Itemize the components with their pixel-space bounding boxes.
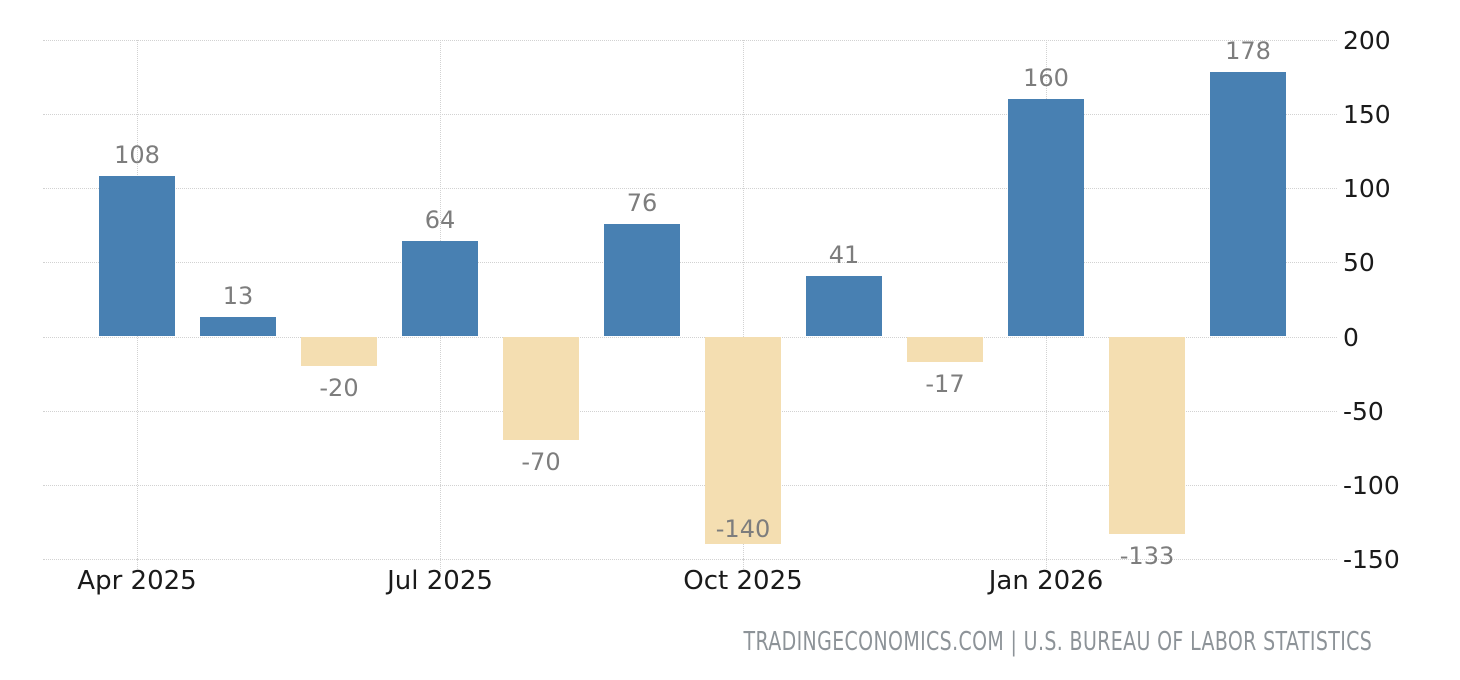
bar-column[interactable] xyxy=(200,317,276,337)
y-axis-label: -50 xyxy=(1343,396,1384,426)
bar-column[interactable] xyxy=(99,176,175,337)
gridline-horizontal xyxy=(43,262,1337,264)
y-axis-label: 50 xyxy=(1343,248,1375,278)
y-axis-label: -150 xyxy=(1343,545,1400,575)
gridline-horizontal xyxy=(43,485,1337,486)
attribution-watermark: TRADINGECONOMICS.COM | U.S. BUREAU OF LA… xyxy=(743,627,1372,657)
bar-value-label: -133 xyxy=(1119,542,1175,570)
bar-value-label: -140 xyxy=(715,515,771,544)
gridline-horizontal xyxy=(43,336,1337,338)
x-axis-tick xyxy=(743,559,744,572)
bar-column[interactable] xyxy=(604,223,680,337)
x-axis-label: Apr 2025 xyxy=(77,566,197,596)
bar-column[interactable] xyxy=(503,336,579,441)
bar-value-label: -20 xyxy=(319,374,359,403)
x-axis-tick xyxy=(440,559,441,572)
bar-value-label: 76 xyxy=(626,188,658,217)
bar-value-label: -70 xyxy=(521,448,561,477)
bar-value-label: -17 xyxy=(925,369,965,398)
gridline-vertical xyxy=(743,39,744,560)
bar-value-label: 64 xyxy=(424,206,456,235)
bar-value-label: 178 xyxy=(1225,37,1271,66)
bar-value-label: 41 xyxy=(828,240,860,269)
bar-value-label: 160 xyxy=(1023,63,1069,92)
bar-value-label: 108 xyxy=(114,141,160,170)
y-axis-label: -100 xyxy=(1343,471,1400,500)
y-axis-label: 200 xyxy=(1343,25,1391,55)
x-axis-label: Jul 2025 xyxy=(387,566,493,596)
gridline-horizontal xyxy=(43,559,1337,561)
x-axis-label: Oct 2025 xyxy=(683,566,803,596)
gridline-horizontal xyxy=(43,39,1337,41)
bar-value-label: 13 xyxy=(222,282,254,311)
bar-column[interactable] xyxy=(705,336,781,545)
x-axis-label: Jan 2026 xyxy=(988,566,1104,596)
gridline-horizontal xyxy=(43,410,1337,412)
x-axis-tick xyxy=(1046,559,1047,572)
bar-column[interactable] xyxy=(806,275,882,337)
bar-column[interactable] xyxy=(1210,72,1286,337)
bar-column[interactable] xyxy=(1008,98,1084,337)
y-axis-label: 0 xyxy=(1343,322,1359,352)
gridline-horizontal xyxy=(43,113,1337,115)
x-axis-tick xyxy=(137,559,138,572)
bar-column[interactable] xyxy=(301,336,377,367)
y-axis-label: 100 xyxy=(1343,174,1391,203)
y-axis-label: 150 xyxy=(1343,99,1391,129)
bar-column[interactable] xyxy=(402,241,478,337)
bar-column[interactable] xyxy=(907,336,983,362)
bar-column[interactable] xyxy=(1109,336,1185,534)
gridline-horizontal xyxy=(43,188,1337,189)
